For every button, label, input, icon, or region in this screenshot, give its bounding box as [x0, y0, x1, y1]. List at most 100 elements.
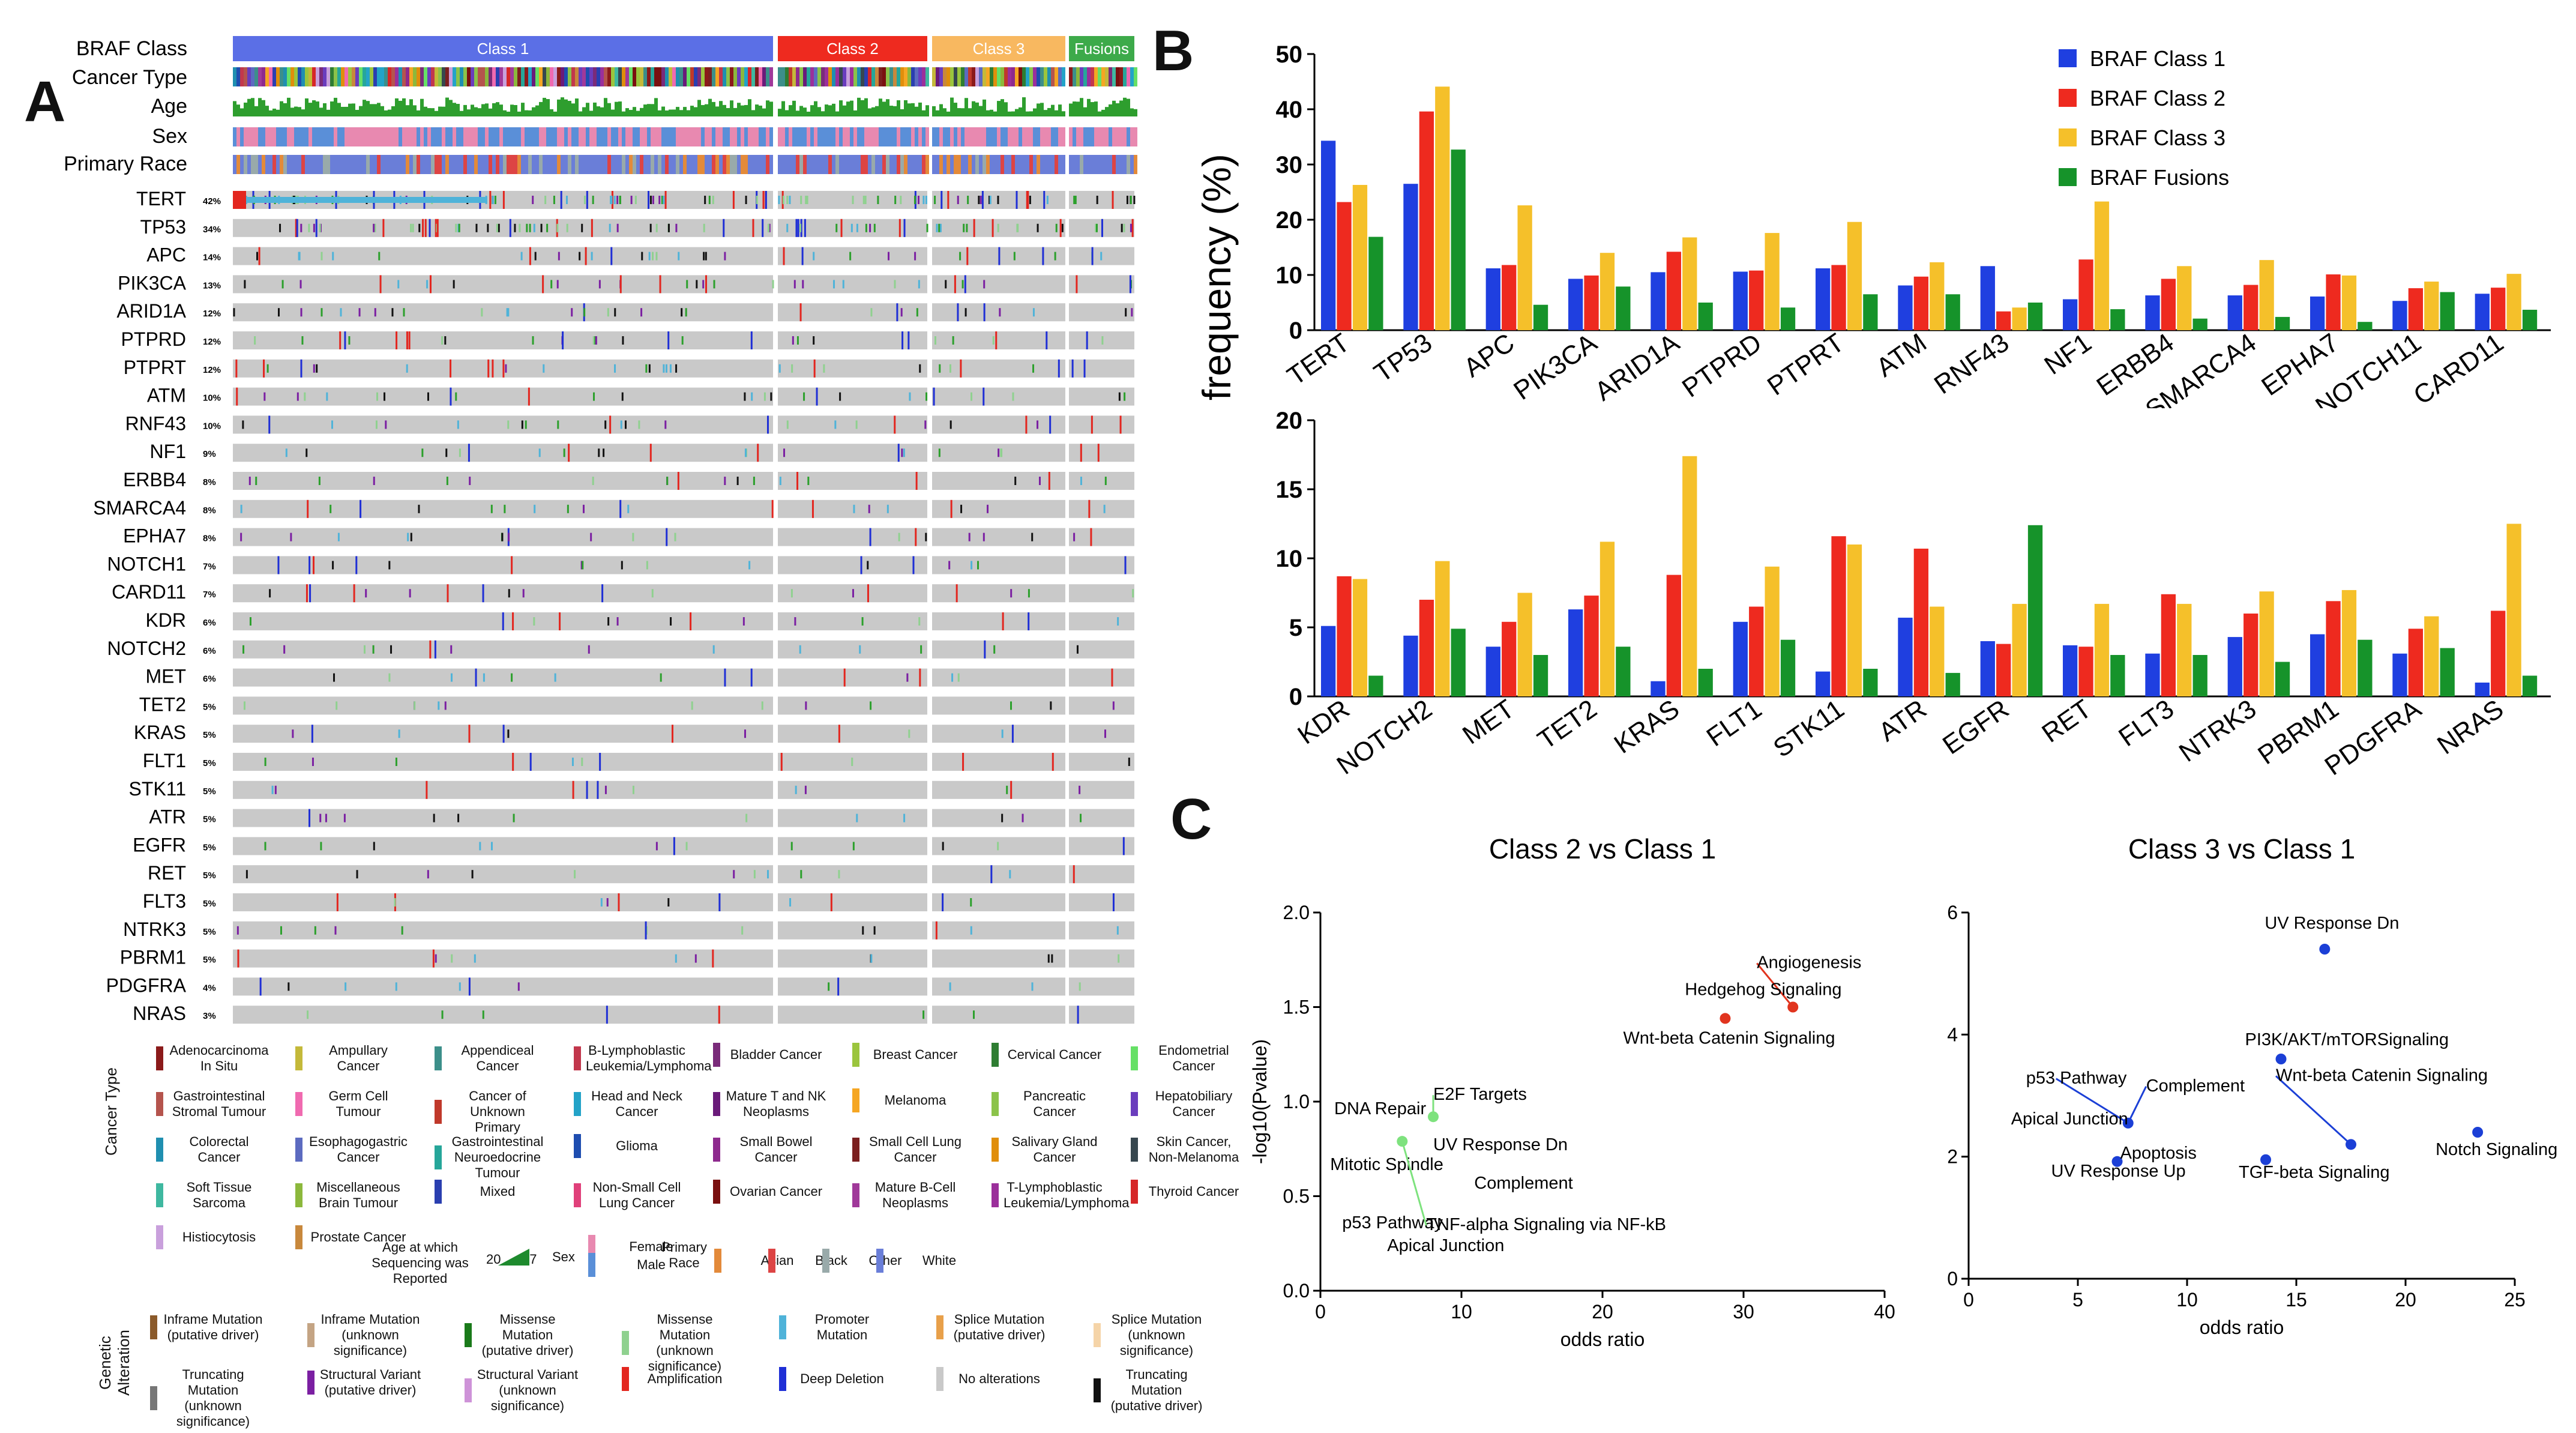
gene-row-background [1069, 275, 1134, 294]
x-tick-label: STK11 [1768, 694, 1850, 763]
track-cell [864, 155, 868, 174]
alteration-mark [502, 191, 505, 209]
alteration-mark [914, 252, 916, 261]
alteration-mark [652, 252, 654, 261]
alteration-mark [724, 252, 726, 261]
bar [1599, 253, 1615, 330]
alteration-mark [319, 223, 321, 232]
track-cell [843, 155, 846, 174]
x-tick-label: PTPRD [1677, 328, 1767, 403]
track-cell [521, 67, 525, 86]
alteration-mark [1097, 444, 1100, 462]
track-cell [911, 103, 915, 116]
track-cell [975, 102, 979, 116]
track-cell [431, 127, 435, 146]
alteration-mark [664, 191, 667, 209]
track-cell [1062, 127, 1065, 146]
alteration-mark [1076, 275, 1078, 294]
legend-swatch [714, 1249, 721, 1273]
bar [1698, 669, 1713, 696]
track-cell [762, 108, 766, 116]
bar [1533, 304, 1548, 330]
alteration-mark [568, 444, 570, 462]
track-cell [997, 155, 1001, 174]
alteration-mark [403, 308, 405, 317]
gene-label: PTPRD [121, 328, 186, 350]
cancer-type-legend-item: Histiocytosis [156, 1225, 270, 1249]
alteration-mark [502, 725, 505, 743]
y-tick-label: 50 [1276, 41, 1303, 68]
legend-label: Esophagogastric Cancer [309, 1134, 408, 1165]
gene-row [233, 359, 1134, 378]
gene-percent: 12% [203, 309, 221, 319]
alteration-mark [772, 280, 774, 289]
bar [2259, 260, 2274, 330]
alteration-mark [939, 223, 942, 232]
alteration-mark [502, 359, 505, 378]
bar [1568, 609, 1583, 696]
legend-swatch [1094, 1378, 1101, 1402]
track-cell [550, 155, 553, 174]
track-cell [751, 67, 755, 86]
track-cell [478, 67, 481, 86]
track-cell [893, 67, 897, 86]
track-cell [1029, 127, 1033, 146]
alteration-mark [593, 392, 595, 401]
bar [1666, 575, 1682, 696]
alteration-mark [919, 668, 921, 687]
legend-swatch [852, 1088, 859, 1112]
track-cell [733, 155, 737, 174]
gene-percent: 6% [203, 646, 216, 656]
track-cell [258, 98, 262, 116]
sex-legend-label: Sex [552, 1249, 575, 1264]
alteration-mark [1073, 865, 1075, 884]
alteration-mark [360, 499, 362, 518]
alteration-mark [592, 196, 594, 204]
alteration-mark [572, 780, 574, 799]
alteration-mark [792, 336, 794, 345]
track-cell [961, 108, 964, 116]
track-cell [636, 67, 640, 86]
track-cell [886, 127, 889, 146]
bar [1320, 626, 1336, 696]
track-cell [839, 100, 843, 116]
track-cell [748, 155, 751, 174]
track-cell [546, 99, 550, 116]
track-cell [489, 67, 492, 86]
track-cell [521, 155, 525, 174]
track-cell [875, 106, 879, 116]
alteration-mark [632, 532, 634, 542]
track-cell [690, 67, 694, 86]
alteration-mark [751, 392, 753, 401]
alteration-mark [313, 223, 315, 232]
track-cell [1080, 155, 1083, 174]
legend-label: Structural Variant (unknown significance… [477, 1367, 579, 1413]
alteration-mark [574, 870, 576, 879]
track-cell [283, 67, 287, 86]
alteration-mark [450, 645, 453, 654]
legend-swatch [2059, 128, 2077, 146]
legend-label: Ovarian Cancer [729, 1184, 823, 1199]
track-cell [431, 108, 435, 116]
alteration-mark [263, 359, 265, 378]
alteration-mark [304, 392, 306, 401]
bar [1863, 294, 1878, 330]
alteration-mark [308, 556, 311, 575]
alteration-mark [571, 758, 574, 766]
bar [2192, 655, 2207, 696]
track-cell [1062, 155, 1065, 174]
x-tick-label: MET [1457, 694, 1520, 750]
legend-label: BRAF Class 1 [2090, 46, 2225, 71]
track-cell [665, 110, 669, 116]
alteration-mark [801, 247, 804, 265]
track-cell [766, 100, 769, 116]
track-cell [406, 105, 409, 116]
alteration-mark [311, 725, 313, 743]
bar [2506, 274, 2521, 330]
alteration-mark [365, 589, 367, 598]
track-cell [467, 155, 471, 174]
gene-row-background [233, 809, 773, 827]
track-cell [751, 110, 755, 116]
gene-row-background [233, 865, 773, 884]
legend-swatch [2059, 89, 2077, 107]
